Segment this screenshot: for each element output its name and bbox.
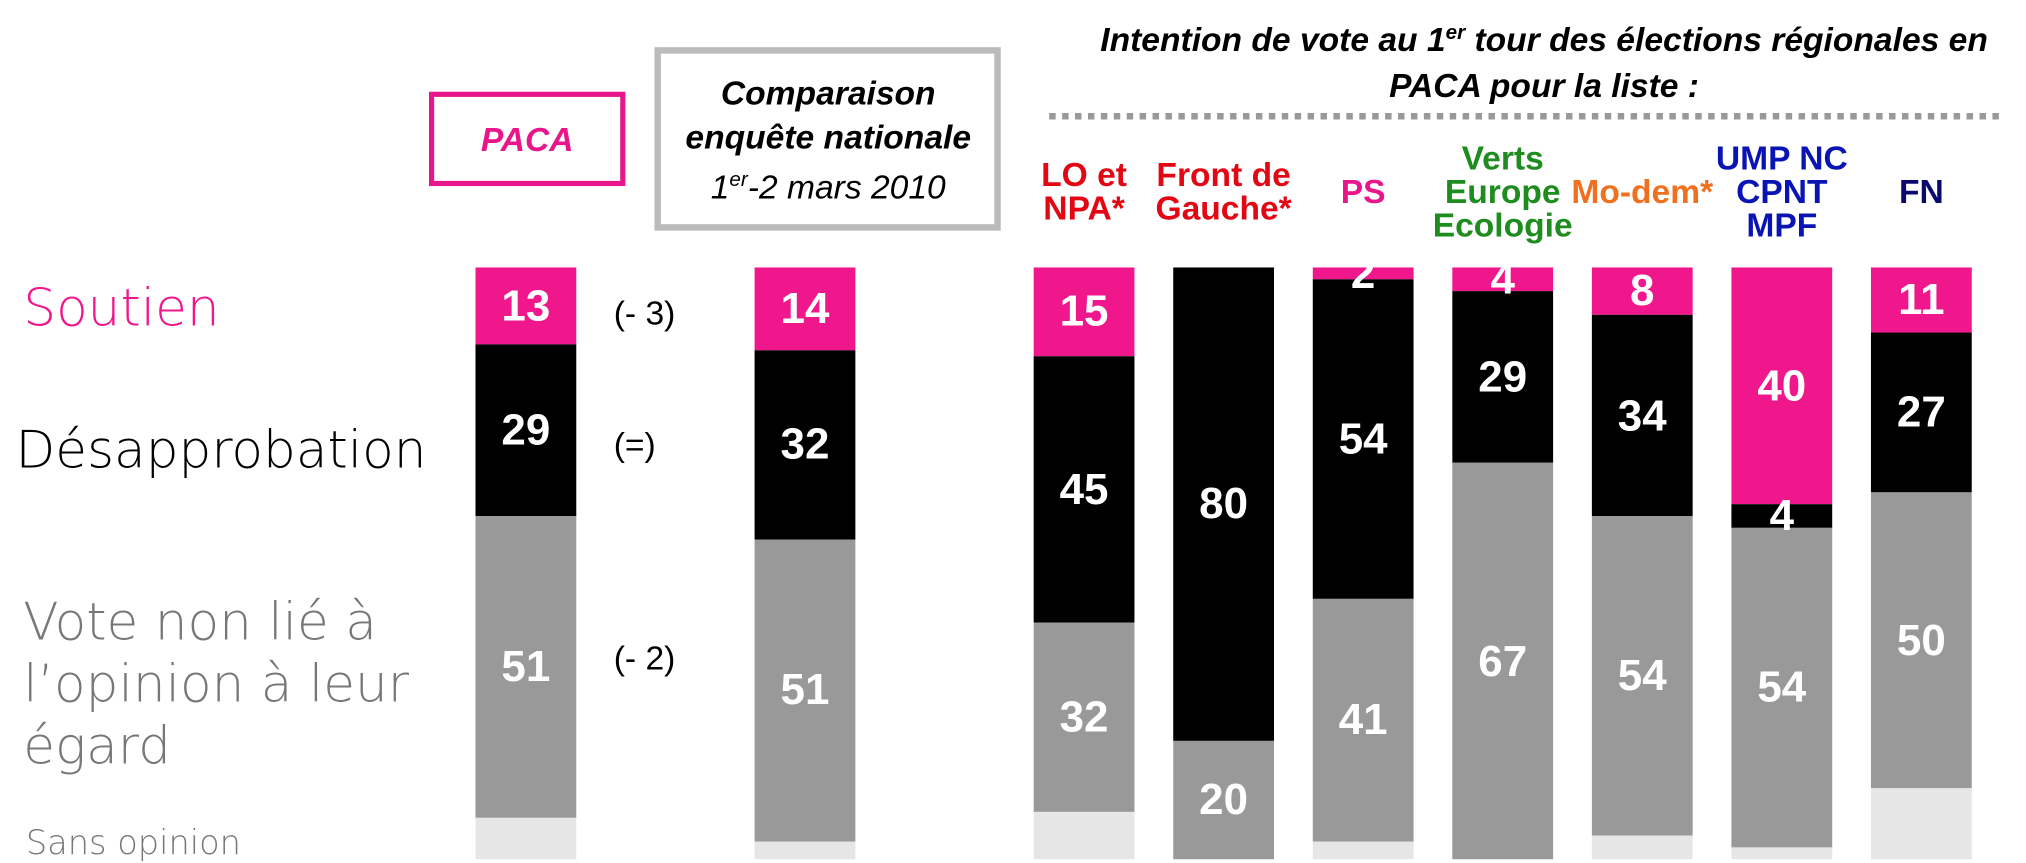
bar-segment: [1173, 267, 1275, 741]
bar-segment: [754, 267, 856, 351]
category-label: PACA: [480, 119, 574, 159]
value-label: 4: [1769, 491, 1795, 541]
legend-label: Sans opinion: [25, 824, 241, 863]
bar-segment: [1173, 740, 1275, 860]
bar-segment: [475, 817, 577, 860]
category-label: Mo-dem*: [1571, 171, 1714, 211]
bar-segment: [1312, 267, 1414, 280]
bar-segment: [1591, 835, 1693, 860]
chart-title: Intention de vote au 1er tour des électi…: [1060, 10, 2026, 108]
bar-segment: [1591, 267, 1693, 315]
national-box: [654, 47, 1001, 231]
bar-segment: [1731, 847, 1833, 860]
value-label: 15: [1059, 287, 1109, 337]
category-label: PS: [1340, 171, 1386, 211]
value-label: 51: [780, 666, 830, 716]
bar-segment: [1870, 267, 1972, 333]
change-label: (- 3): [613, 293, 676, 333]
date-sup: er: [729, 169, 748, 192]
value-label: 40: [1757, 361, 1807, 411]
title-sup: er: [1445, 21, 1466, 44]
value-label: 54: [1338, 414, 1388, 464]
bar-segment: [475, 516, 577, 818]
value-label: 8: [1630, 266, 1655, 316]
value-label: 20: [1199, 775, 1249, 825]
bar-segment: [1452, 291, 1554, 463]
value-label: 27: [1896, 387, 1946, 437]
bar-segment: [1033, 622, 1135, 812]
bar-segment: [1033, 811, 1135, 860]
paca-box: [428, 91, 626, 187]
value-label: 29: [501, 405, 551, 455]
bar-segment: [1312, 841, 1414, 860]
bar-segment: [1452, 462, 1554, 860]
bar-segment: [754, 350, 856, 540]
bar-segment: [1870, 332, 1972, 493]
title-text: Intention de vote au 1: [1100, 20, 1446, 59]
legend-label: Désapprobation: [15, 421, 427, 481]
legend-label: Soutien: [23, 279, 220, 339]
category-label: UMP NC CPNT MPF: [1715, 138, 1848, 245]
bar-segment: [1591, 516, 1693, 836]
value-label: 54: [1617, 651, 1667, 701]
category-label: Comparaison enquête nationale: [685, 73, 972, 157]
value-label: 50: [1896, 615, 1946, 665]
bar-segment: [1731, 527, 1833, 848]
value-label: 32: [780, 420, 830, 470]
bar-segment: [1870, 492, 1972, 789]
category-label: LO et NPA*: [1041, 155, 1127, 228]
bar-segment: [1731, 267, 1833, 505]
change-label: (- 2): [613, 638, 676, 678]
value-label: 2: [1350, 248, 1376, 298]
value-label: 67: [1478, 636, 1528, 686]
value-label: 14: [780, 284, 830, 334]
category-label: Verts Europe Ecologie: [1432, 138, 1573, 245]
bar-segment: [1731, 504, 1833, 528]
value-label: 54: [1757, 663, 1807, 713]
title-text: tour des élections régionales en PACA po…: [1389, 20, 1988, 105]
value-label: 32: [1059, 692, 1109, 742]
category-label: FN: [1898, 171, 1944, 211]
value-label: 13: [501, 281, 551, 331]
value-label: 29: [1478, 352, 1528, 402]
value-label: 4: [1490, 254, 1515, 304]
bar-segment: [1870, 788, 1972, 860]
change-label: (=): [613, 425, 656, 464]
bar-segment: [1312, 279, 1414, 599]
value-label: 11: [1898, 275, 1945, 325]
value-label: 80: [1199, 479, 1249, 529]
bar-segment: [475, 267, 577, 345]
value-label: 41: [1338, 695, 1388, 745]
bar-segment: [1033, 267, 1135, 357]
bar-segment: [1033, 356, 1135, 623]
value-label: 51: [501, 642, 551, 692]
bar-segment: [754, 539, 856, 842]
bar-segment: [1591, 314, 1693, 517]
bar-segment: [1452, 267, 1554, 292]
date-text: 1: [710, 167, 730, 207]
value-label: 34: [1617, 390, 1667, 440]
bar-segment: [1312, 598, 1414, 842]
value-label: 45: [1059, 464, 1109, 514]
national-label: Comparaison enquête nationale 1er-2 mars …: [662, 71, 995, 209]
bar-segment: [475, 344, 577, 517]
category-label: Front de Gauche*: [1155, 155, 1292, 228]
legend-label: Vote non lié à l’opinion à leur égard: [23, 593, 410, 777]
date-text: -2 mars 2010: [747, 167, 946, 207]
bar-segment: [754, 841, 856, 860]
